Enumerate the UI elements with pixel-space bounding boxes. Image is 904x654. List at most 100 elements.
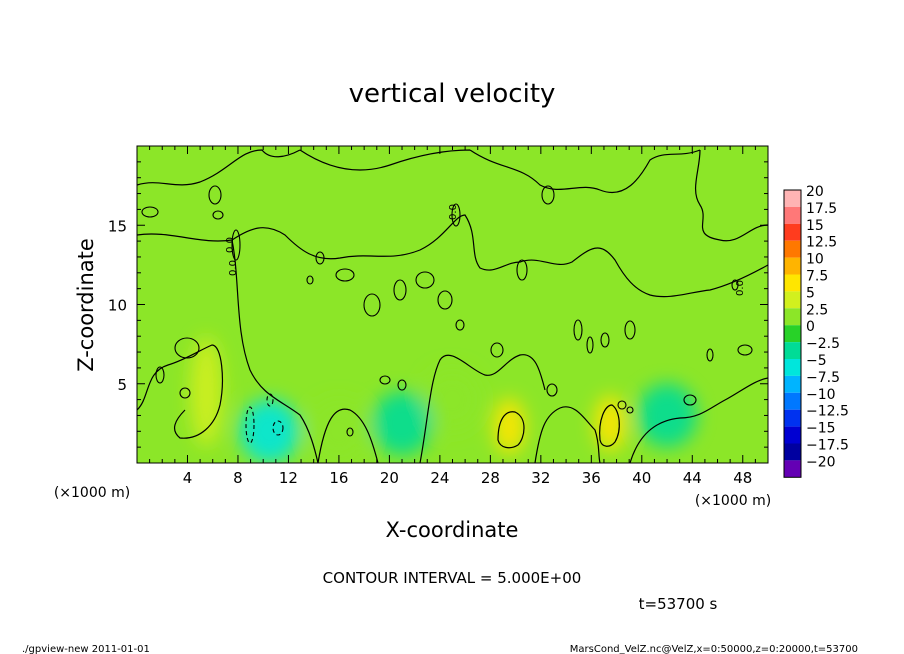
contour-label: 0.0 [228,260,239,276]
colorbar-label: 10 [806,252,824,268]
colorbar: 2017.51512.5107.552.50−2.5−5−7.5−10−12.5… [783,184,849,478]
colorbar-label: −10 [806,387,836,403]
colorbar-swatch [784,223,801,241]
contour-line [137,344,223,439]
plot-area: 0.0 0.0 0.0 0.0 [136,145,769,464]
contour-cell [731,279,739,291]
colorbar-frame [783,189,802,478]
contour-cell [155,366,165,384]
source-label: MarsCond_VelZ.nc@VelZ,x=0:50000,z=0:2000… [570,644,858,654]
contour-cell [266,393,274,407]
contour-cell [174,337,200,359]
contour-line [497,411,525,449]
contour-cell [541,185,555,205]
x-tick-label: 12 [279,469,298,487]
contour-cell [516,259,528,281]
velocity-cell-updraft [594,395,627,452]
contour-cell [306,275,314,285]
y-tick-label: 10 [108,297,127,315]
contour-cell [179,387,191,399]
x-tick-label: 16 [329,469,348,487]
velocity-cell-downdraft [239,399,300,463]
colorbar-swatch [784,190,801,207]
program-label: ./gpview-new 2011-01-01 [22,644,150,654]
contour-line [695,149,768,242]
contour-cell [415,271,435,289]
contour-line [534,406,601,463]
colorbar-swatch [784,291,801,309]
colorbar-label: 17.5 [806,201,837,217]
colorbar-swatch [784,359,801,376]
colorbar-label: −20 [806,454,836,470]
contour-line [629,377,768,463]
colorbar-label: 15 [806,218,824,234]
x-axis-label: X-coordinate [386,518,519,542]
colorbar-swatch [784,240,801,258]
x-tick-label: 4 [183,469,193,487]
x-axis: 4 8 12 16 20 24 28 32 36 40 44 48 [136,146,769,487]
contour-line [317,408,379,463]
x-tick-label: 36 [582,469,601,487]
contour-cell [586,336,594,354]
velocity-cell-updraft [493,398,526,455]
contour-cell [379,375,391,385]
colorbar-label: 2.5 [806,302,828,318]
contour-cell [315,251,325,265]
colorbar-swatch [784,426,801,444]
x-tick-label: 20 [380,469,399,487]
contour-cell [546,383,558,397]
colorbar-label: −7.5 [806,370,840,386]
colorbar-swatch [784,409,801,427]
velocity-cell-downdraft [637,383,698,448]
y-tick-label: 5 [117,376,127,394]
contour-label: 0.0 [735,280,746,296]
colorbar-swatch [784,460,801,478]
colorbar-label: −2.5 [806,336,840,352]
colorbar-label: −17.5 [806,438,849,454]
x-tick-label: 40 [632,469,651,487]
contour-cell [212,210,224,220]
y-tick-label: 15 [108,217,127,235]
velocity-cell-downdraft [372,391,433,456]
contour-cell [600,332,610,348]
x-tick-label: 28 [481,469,500,487]
colorbar-label: 5 [806,285,815,301]
contour-cell [624,320,636,340]
colorbar-label: −5 [806,353,827,369]
contour-cell [346,427,354,437]
chart-title: vertical velocity [349,79,556,109]
x-tick-label: 24 [430,469,449,487]
velocity-cell-updraft [422,367,483,432]
x-axis-unit-right: (×1000 m) [695,493,771,509]
contour-cell [245,406,255,444]
contour-cell [490,342,504,358]
contour-cell [737,344,753,356]
contour-cell [363,293,381,317]
colorbar-swatch [784,342,801,359]
x-tick-label: 48 [733,469,752,487]
y-axis: 5 10 15 [108,145,768,464]
contour-line [231,239,319,463]
contour-cell [272,420,284,436]
contour-cell [626,406,634,414]
contour-line [599,404,620,447]
contour-cell [397,379,407,391]
contour-cell [437,290,453,310]
contour-line [419,354,546,463]
contour-cell [706,348,714,362]
colorbar-label: 12.5 [806,235,837,251]
colorbar-swatch [784,392,801,410]
contour-cell [393,279,407,301]
contour-cell [455,319,465,331]
contour-cell [451,203,461,227]
colorbar-swatch [784,257,801,275]
x-tick-label: 8 [233,469,243,487]
contour-interval: CONTOUR INTERVAL = 5.000E+00 [323,569,582,587]
contour-cell [683,394,697,406]
contour-cell [335,268,355,282]
contour-cell [573,319,583,341]
contour-cell [208,185,222,205]
color-field: 0.0 0.0 0.0 0.0 [137,149,768,463]
contour-line [137,214,768,298]
contour-label: 0.0 [225,237,236,253]
